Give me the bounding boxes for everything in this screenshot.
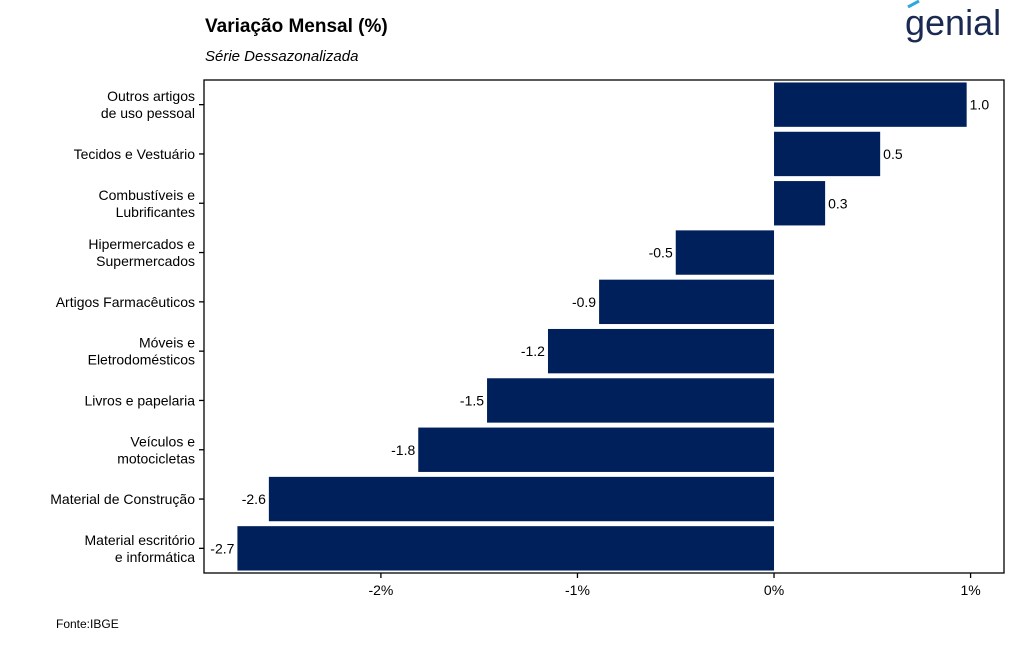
- bar-8: [268, 476, 775, 522]
- x-tick-label-0: -2%: [368, 582, 393, 598]
- data-label-1: 0.5: [883, 146, 903, 162]
- data-label-5: -1.2: [521, 343, 545, 359]
- plot-frame: [203, 79, 1005, 574]
- y-label-2: Combustíveis e Lubrificantes: [99, 187, 196, 220]
- y-label-5: Móveis e Eletrodomésticos: [88, 335, 196, 368]
- bar-1: [774, 131, 881, 177]
- data-label-0: 1.0: [970, 97, 990, 113]
- y-labels-group: Outros artigos de uso pessoal Tecidos e Ve…: [50, 88, 204, 565]
- y-label-8: Material de Construção: [50, 491, 195, 507]
- chart-subtitle: Série Dessazonalizada: [205, 48, 359, 65]
- source-note: Fonte:IBGE: [56, 617, 119, 631]
- y-label-6: Livros e papelaria: [84, 392, 195, 408]
- x-tick-label-1: -1%: [565, 582, 590, 598]
- bar-2: [774, 181, 826, 226]
- x-tick-label-3: 1%: [960, 582, 980, 598]
- logo-text: genial: [905, 2, 1002, 43]
- bar-9: [237, 526, 775, 571]
- bar-6: [487, 378, 775, 423]
- x-tick-label-2: 0%: [764, 582, 784, 598]
- bar-3: [675, 230, 775, 275]
- chart-title: Variação Mensal (%): [205, 16, 388, 37]
- bar-4: [599, 279, 775, 325]
- data-labels-group: 1.0 0.5 0.3 -0.5 -0.9 -1.2 -1.5 -1.8 -2.6 -2.7: [210, 97, 989, 557]
- data-label-7: -1.8: [391, 442, 415, 458]
- data-label-9: -2.7: [210, 540, 234, 556]
- y-label-3: Hipermercados e Supermercados: [88, 236, 195, 269]
- bar-0: [774, 82, 967, 127]
- data-label-8: -2.6: [242, 491, 266, 507]
- bar-5: [547, 328, 775, 374]
- data-label-6: -1.5: [460, 392, 484, 408]
- bars-group: [237, 82, 967, 571]
- logo-accent-icon: [907, 0, 920, 8]
- y-label-4: Artigos Farmacêuticos: [56, 294, 195, 310]
- y-label-7: Veículos e motocicletas: [117, 433, 195, 466]
- brand-logo: genial: [905, 0, 1002, 44]
- x-ticks-group: -2% -1% 0% 1%: [368, 573, 981, 598]
- data-label-3: -0.5: [649, 245, 673, 261]
- data-label-2: 0.3: [828, 195, 848, 211]
- bar-7: [418, 427, 775, 472]
- y-label-0: Outros artigos de uso pessoal: [101, 88, 195, 121]
- y-label-9: Material escritório e informática: [85, 532, 196, 565]
- y-label-1: Tecidos e Vestuário: [74, 146, 196, 162]
- data-label-4: -0.9: [572, 294, 596, 310]
